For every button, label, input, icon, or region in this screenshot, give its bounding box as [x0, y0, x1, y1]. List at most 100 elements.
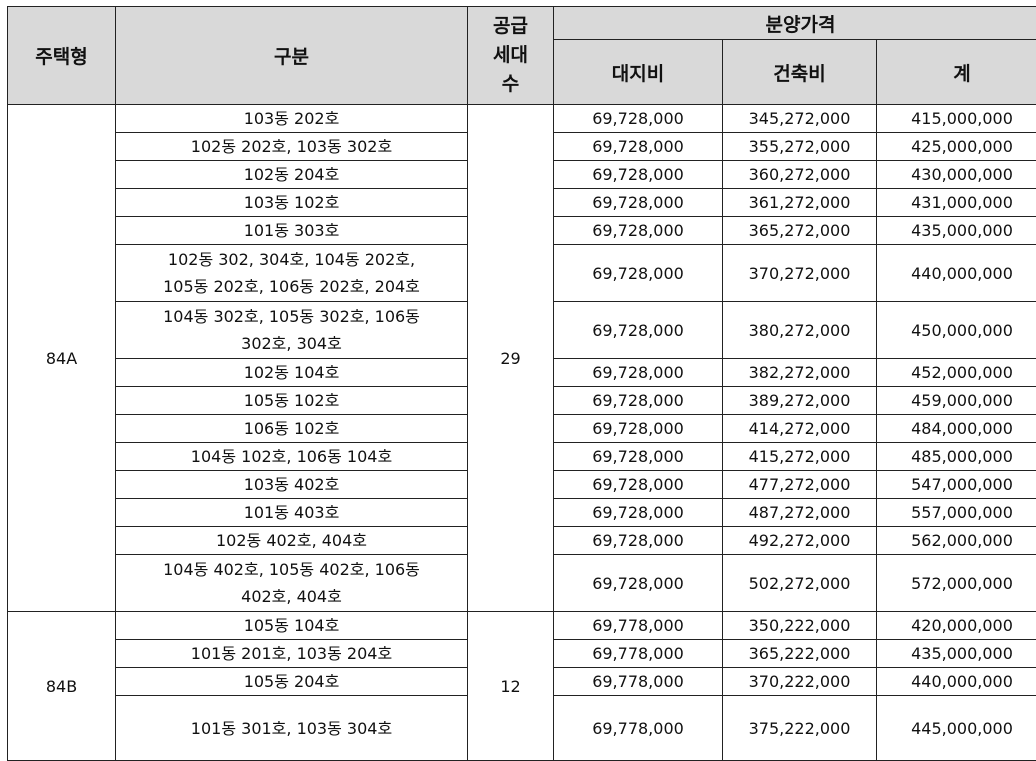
category-cell: 102동 104호 [116, 359, 468, 387]
total-price-cell: 435,000,000 [877, 640, 1036, 668]
category-cell: 103동 202호 [116, 105, 468, 133]
building-price-cell: 360,272,000 [723, 161, 877, 189]
category-cell: 101동 301호, 103동 304호 [116, 696, 468, 761]
building-price-cell: 414,272,000 [723, 415, 877, 443]
building-price-cell: 345,272,000 [723, 105, 877, 133]
category-cell: 106동 102호 [116, 415, 468, 443]
total-price-cell: 547,000,000 [877, 471, 1036, 499]
total-price-cell: 420,000,000 [877, 612, 1036, 640]
category-line: 402호, 404호 [241, 587, 342, 606]
total-price-cell: 557,000,000 [877, 499, 1036, 527]
total-price-cell: 435,000,000 [877, 217, 1036, 245]
total-price-cell: 484,000,000 [877, 415, 1036, 443]
category-cell: 104동 102호, 106동 104호 [116, 443, 468, 471]
category-cell: 102동 302, 304호, 104동 202호,105동 202호, 106… [116, 245, 468, 302]
header-total: 계 [877, 40, 1036, 105]
category-cell: 104동 402호, 105동 402호, 106동 402호, 404호 [116, 555, 468, 612]
category-cell: 104동 302호, 105동 302호, 106동 302호, 304호 [116, 302, 468, 359]
category-line: 102동 302, 304호, 104동 202호, [168, 250, 415, 269]
land-price-cell: 69,778,000 [554, 640, 723, 668]
building-price-cell: 487,272,000 [723, 499, 877, 527]
category-cell: 102동 202호, 103동 302호 [116, 133, 468, 161]
category-line: 105동 204호 [244, 672, 340, 691]
category-cell: 101동 303호 [116, 217, 468, 245]
category-line: 101동 303호 [244, 221, 340, 240]
category-line: 102동 402호, 404호 [216, 531, 367, 550]
land-price-cell: 69,728,000 [554, 359, 723, 387]
land-price-cell: 69,778,000 [554, 696, 723, 761]
category-line: 103동 202호 [244, 109, 340, 128]
category-cell: 105동 104호 [116, 612, 468, 640]
category-cell: 101동 403호 [116, 499, 468, 527]
land-price-cell: 69,778,000 [554, 668, 723, 696]
land-price-cell: 69,728,000 [554, 527, 723, 555]
category-line: 104동 302호, 105동 302호, 106동 [163, 307, 420, 326]
total-price-cell: 431,000,000 [877, 189, 1036, 217]
building-price-cell: 477,272,000 [723, 471, 877, 499]
category-cell: 101동 201호, 103동 204호 [116, 640, 468, 668]
header-type: 주택형 [8, 7, 116, 105]
land-price-cell: 69,728,000 [554, 161, 723, 189]
category-line: 104동 102호, 106동 104호 [191, 447, 392, 466]
housing-type-cell: 84A [8, 105, 116, 612]
building-price-cell: 382,272,000 [723, 359, 877, 387]
building-price-cell: 365,222,000 [723, 640, 877, 668]
building-price-cell: 370,272,000 [723, 245, 877, 302]
land-price-cell: 69,728,000 [554, 105, 723, 133]
category-line: 103동 402호 [244, 475, 340, 494]
header-category: 구분 [116, 7, 468, 105]
building-price-cell: 361,272,000 [723, 189, 877, 217]
land-price-cell: 69,728,000 [554, 217, 723, 245]
land-price-cell: 69,728,000 [554, 415, 723, 443]
header-supply-line: 수 [502, 73, 519, 95]
category-line: 102동 204호 [244, 165, 340, 184]
total-price-cell: 572,000,000 [877, 555, 1036, 612]
building-price-cell: 389,272,000 [723, 387, 877, 415]
housing-type-cell: 84B [8, 612, 116, 761]
land-price-cell: 69,728,000 [554, 471, 723, 499]
supply-units-cell: 12 [468, 612, 554, 761]
building-price-cell: 502,272,000 [723, 555, 877, 612]
header-row-top: 주택형 구분 공급 세대 수 분양가격 [8, 7, 1036, 40]
header-supply-units: 공급 세대 수 [468, 7, 554, 105]
land-price-cell: 69,728,000 [554, 133, 723, 161]
category-line: 104동 402호, 105동 402호, 106동 [163, 560, 420, 579]
land-price-cell: 69,728,000 [554, 189, 723, 217]
total-price-cell: 440,000,000 [877, 668, 1036, 696]
total-price-cell: 452,000,000 [877, 359, 1036, 387]
total-price-cell: 459,000,000 [877, 387, 1036, 415]
category-line: 105동 104호 [244, 616, 340, 635]
land-price-cell: 69,728,000 [554, 245, 723, 302]
category-line: 101동 403호 [244, 503, 340, 522]
building-price-cell: 355,272,000 [723, 133, 877, 161]
building-price-cell: 375,222,000 [723, 696, 877, 761]
building-price-cell: 350,222,000 [723, 612, 877, 640]
category-line: 102동 104호 [244, 363, 340, 382]
category-cell: 102동 204호 [116, 161, 468, 189]
building-price-cell: 370,222,000 [723, 668, 877, 696]
total-price-cell: 430,000,000 [877, 161, 1036, 189]
header-price: 분양가격 [554, 7, 1036, 40]
category-cell: 105동 102호 [116, 387, 468, 415]
total-price-cell: 450,000,000 [877, 302, 1036, 359]
building-price-cell: 415,272,000 [723, 443, 877, 471]
category-cell: 105동 204호 [116, 668, 468, 696]
building-price-cell: 492,272,000 [723, 527, 877, 555]
category-line: 302호, 304호 [241, 334, 342, 353]
category-line: 101동 201호, 103동 204호 [191, 644, 392, 663]
supply-units-cell: 29 [468, 105, 554, 612]
land-price-cell: 69,728,000 [554, 387, 723, 415]
category-line: 105동 102호 [244, 391, 340, 410]
category-line: 103동 102호 [244, 193, 340, 212]
total-price-cell: 415,000,000 [877, 105, 1036, 133]
land-price-cell: 69,728,000 [554, 499, 723, 527]
total-price-cell: 562,000,000 [877, 527, 1036, 555]
building-price-cell: 365,272,000 [723, 217, 877, 245]
category-cell: 103동 102호 [116, 189, 468, 217]
header-land: 대지비 [554, 40, 723, 105]
total-price-cell: 445,000,000 [877, 696, 1036, 761]
